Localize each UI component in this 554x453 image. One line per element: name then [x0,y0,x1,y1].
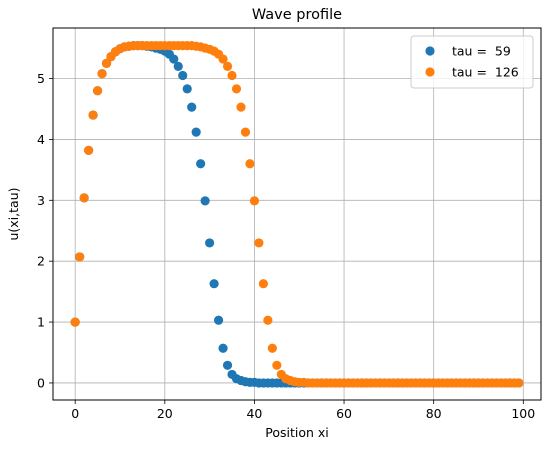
data-point [178,70,188,81]
x-axis-label: Position xi [265,425,329,440]
data-point [92,86,103,96]
y-tick-label: 2 [37,254,45,269]
data-point [231,84,242,94]
data-point [218,343,228,353]
data-point [79,193,89,203]
data-point [182,84,192,94]
series-2-points [70,41,524,388]
chart-title: Wave profile [252,7,342,23]
y-tick-label: 0 [37,375,45,390]
y-axis-ticks: 0 1 2 3 4 5 [37,71,53,390]
data-point [249,196,260,206]
x-tick-label: 60 [336,406,352,421]
legend-marker [425,46,435,56]
legend-box [410,35,534,89]
data-point [263,315,273,325]
x-tick-label: 20 [157,406,173,421]
y-tick-label: 4 [37,132,45,147]
grid [53,28,541,400]
data-point [258,279,268,289]
data-point [209,279,219,289]
legend-marker [425,67,435,77]
x-tick-label: 80 [426,406,442,421]
data-point [267,343,277,353]
data-point [272,360,282,370]
data-point [84,145,94,155]
x-axis-ticks: 0 20 40 60 80 100 [71,400,535,421]
data-point [101,58,112,68]
data-point [191,127,201,137]
data-point [218,54,228,64]
x-tick-label: 40 [246,406,262,421]
data-point [200,196,210,206]
legend-entry-label: tau = 59 [452,44,511,59]
data-point [222,61,233,71]
data-point [187,102,197,112]
y-tick-label: 5 [37,71,45,86]
y-tick-label: 3 [37,193,45,208]
data-point [213,315,224,325]
data-point [205,238,215,248]
data-point [245,159,255,169]
y-axis-label: u(xi,tau) [6,187,21,240]
data-point [240,127,251,137]
x-tick-label: 100 [511,406,535,421]
y-tick-label: 1 [37,315,45,330]
plot-frame [52,27,542,401]
data-point [169,54,179,64]
data-points [70,41,524,388]
legend: tau = 59 tau = 126 [410,35,534,89]
data-point [236,102,246,112]
data-point [75,252,85,262]
data-point [70,317,80,327]
legend-entry-label: tau = 126 [452,65,519,80]
x-tick-label: 0 [71,406,79,421]
data-point [88,110,98,120]
data-point [254,238,264,248]
data-point [227,70,237,81]
data-point [97,69,107,79]
data-point [222,360,233,370]
data-point [196,159,206,169]
data-point [514,378,524,388]
data-point [173,61,183,71]
